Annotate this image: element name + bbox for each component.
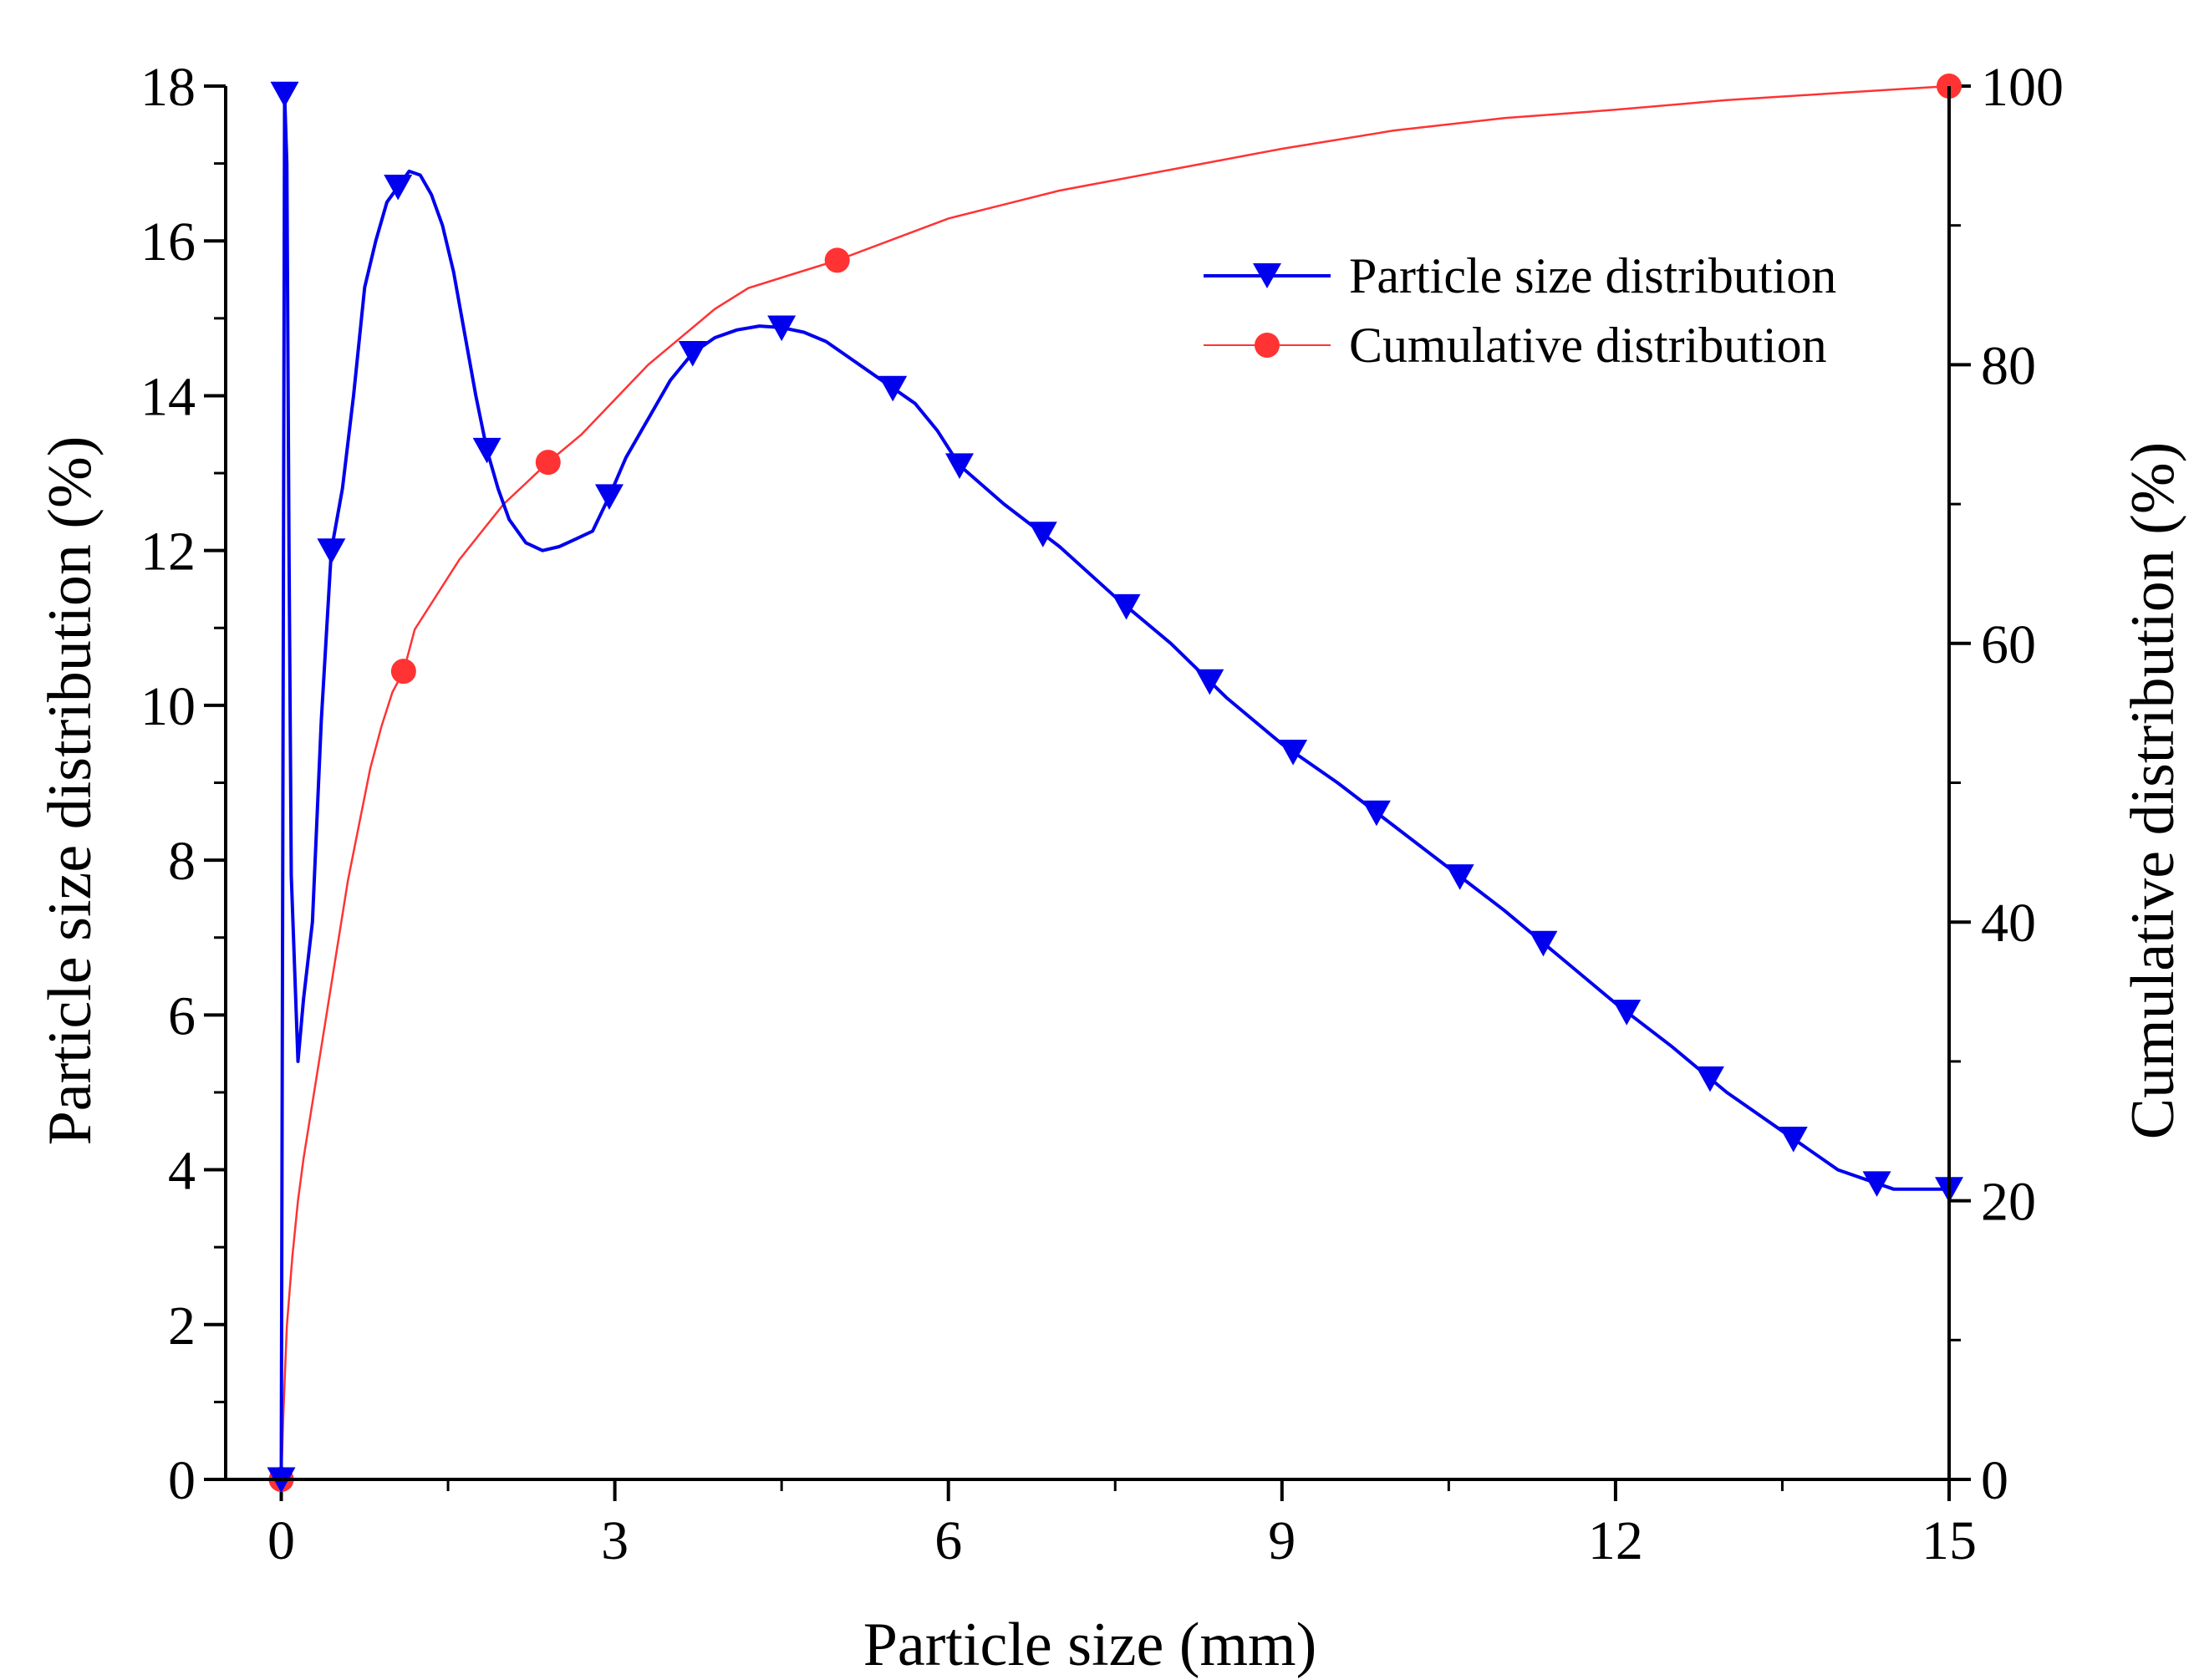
y-right-tick-label-5: 100 — [1981, 57, 2064, 118]
cumulative-point-3 — [824, 247, 850, 273]
y-right-tick-label-0: 0 — [1981, 1450, 2008, 1511]
psd-point-10 — [1028, 522, 1057, 547]
psd-point-11 — [1112, 593, 1141, 620]
x-tick-label-1: 3 — [601, 1510, 629, 1571]
tick-marks — [204, 84, 1971, 1501]
psd-point-3 — [384, 174, 413, 201]
y-left-tick-label-5: 10 — [140, 676, 196, 737]
psd-point-14 — [1362, 800, 1391, 827]
cumulative-distribution-line — [280, 84, 1950, 1480]
y-left-tick-label-4: 8 — [168, 831, 196, 892]
psd-point-12 — [1195, 669, 1224, 695]
y-left-tick-label-1: 2 — [168, 1296, 196, 1357]
psd-point-19 — [1779, 1127, 1808, 1153]
legend-marker-cumulative — [1255, 333, 1280, 358]
psd-point-6 — [678, 341, 707, 367]
psd-point-7 — [767, 315, 797, 342]
y-right-tick-label-4: 80 — [1981, 335, 2036, 396]
y-left-tick-label-9: 18 — [140, 57, 196, 118]
x-tick-label-0: 0 — [267, 1510, 295, 1571]
psd-point-8 — [878, 375, 908, 402]
axes — [224, 86, 1951, 1481]
y-left-tick-label-3: 6 — [168, 985, 196, 1046]
particle-size-distribution-line — [279, 92, 1949, 1480]
legend-label-cumulative: Cumulative distribution — [1349, 318, 1827, 373]
y-left-tick-label-7: 14 — [140, 366, 196, 427]
x-tick-label-3: 9 — [1268, 1510, 1296, 1571]
psd-point-9 — [945, 453, 975, 479]
psd-point-5 — [594, 484, 624, 510]
x-tick-label-4: 12 — [1588, 1510, 1643, 1571]
psd-point-17 — [1612, 1000, 1642, 1026]
x-tick-label-5: 15 — [1922, 1510, 1977, 1571]
y-right-tick-label-1: 20 — [1981, 1172, 2036, 1233]
y-right-tick-label-3: 60 — [1981, 614, 2036, 675]
psd-point-15 — [1445, 864, 1474, 890]
y-left-tick-label-6: 12 — [140, 522, 196, 583]
series-layer — [267, 74, 1963, 1494]
legend: Particle size distribution Cumulative di… — [1204, 248, 1836, 373]
legend-label-psd: Particle size distribution — [1349, 248, 1836, 303]
y-left-tick-label-8: 16 — [140, 211, 196, 272]
psd-point-13 — [1279, 740, 1308, 766]
y-axis-right-title: Cumulative distribution (%) — [2119, 442, 2187, 1139]
psd-point-4 — [472, 437, 501, 464]
psd-point-16 — [1529, 930, 1558, 957]
y-right-tick-label-2: 40 — [1981, 893, 2036, 954]
psd-point-2 — [317, 538, 346, 564]
cumulative-point-1 — [390, 659, 416, 685]
y-axis-left-title: Particle size distribution (%) — [36, 436, 104, 1146]
y-left-tick-label-0: 0 — [168, 1450, 196, 1511]
psd-point-18 — [1695, 1066, 1724, 1092]
cumulative-point-2 — [535, 450, 561, 476]
x-tick-label-2: 6 — [934, 1510, 962, 1571]
y-left-tick-label-2: 4 — [168, 1141, 196, 1202]
psd-point-20 — [1862, 1171, 1891, 1197]
legend-marker-psd — [1253, 263, 1281, 288]
psd-point-1 — [270, 81, 299, 108]
x-axis-title: Particle size (mm) — [863, 1611, 1316, 1679]
